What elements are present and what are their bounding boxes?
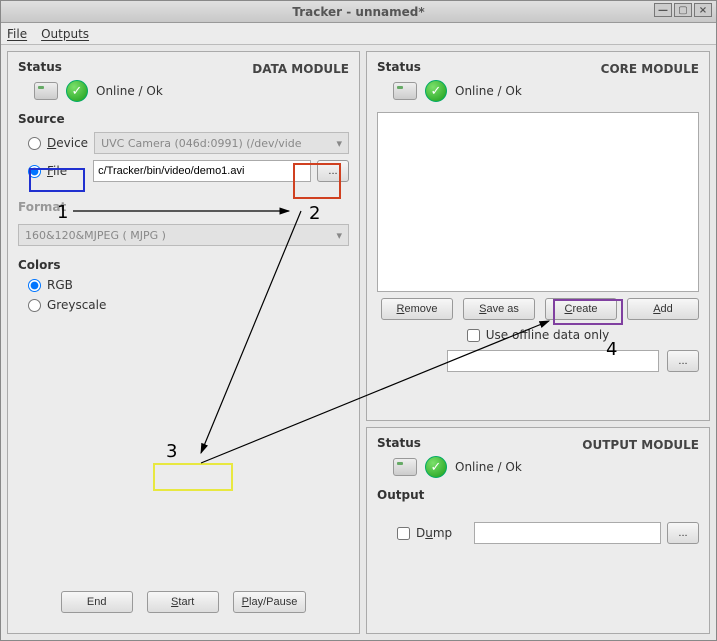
window-title: Tracker - unnamed* bbox=[292, 5, 424, 19]
dump-browse-button[interactable]: ... bbox=[667, 522, 699, 544]
main-window: Tracker - unnamed* — ▢ × File Outputs DA… bbox=[0, 0, 717, 641]
anno-2: 2 bbox=[309, 203, 320, 224]
anno-3: 3 bbox=[166, 441, 177, 462]
close-button[interactable]: × bbox=[694, 3, 712, 17]
anno-1: 1 bbox=[57, 202, 68, 223]
dump-path-input[interactable] bbox=[474, 522, 661, 544]
device-combo-text: UVC Camera (046d:0991) (/dev/vide bbox=[101, 137, 301, 150]
drive-icon bbox=[34, 82, 58, 100]
drive-icon bbox=[393, 458, 417, 476]
data-module-title: DATA MODULE bbox=[252, 62, 349, 76]
offline-checkbox-label: Use offline data only bbox=[486, 328, 610, 342]
ok-icon: ✓ bbox=[66, 80, 88, 102]
minimize-button[interactable]: — bbox=[654, 3, 672, 17]
format-combo-text: 160&120&MJPEG ( MJPG ) bbox=[25, 229, 166, 242]
file-browse-button[interactable]: ... bbox=[317, 160, 349, 182]
source-label: Source bbox=[18, 112, 349, 126]
menubar: File Outputs bbox=[1, 23, 716, 45]
file-radio-label: File bbox=[47, 164, 67, 178]
core-module-title: CORE MODULE bbox=[601, 62, 699, 76]
dump-checkbox[interactable] bbox=[397, 527, 410, 540]
file-radio[interactable] bbox=[28, 165, 41, 178]
offline-checkbox[interactable] bbox=[467, 329, 480, 342]
titlebar: Tracker - unnamed* — ▢ × bbox=[1, 1, 716, 23]
dump-label: Dump bbox=[416, 526, 452, 540]
chevron-down-icon: ▾ bbox=[336, 229, 342, 242]
format-combo[interactable]: 160&120&MJPEG ( MJPG ) ▾ bbox=[18, 224, 349, 246]
saveas-button[interactable]: Save as bbox=[463, 298, 535, 320]
add-button[interactable]: Add bbox=[627, 298, 699, 320]
output-status-text: Online / Ok bbox=[455, 460, 522, 474]
greyscale-label: Greyscale bbox=[47, 298, 106, 312]
maximize-button[interactable]: ▢ bbox=[674, 3, 692, 17]
playpause-button[interactable]: Play/Pause bbox=[233, 591, 307, 613]
ok-icon: ✓ bbox=[425, 456, 447, 478]
start-button[interactable]: Start bbox=[147, 591, 219, 613]
core-browse-button[interactable]: ... bbox=[667, 350, 699, 372]
output-label: Output bbox=[377, 488, 699, 502]
status-text: Online / Ok bbox=[96, 84, 163, 98]
end-button[interactable]: End bbox=[61, 591, 133, 613]
device-combo[interactable]: UVC Camera (046d:0991) (/dev/vide ▾ bbox=[94, 132, 349, 154]
rgb-label: RGB bbox=[47, 278, 73, 292]
remove-button[interactable]: Remove bbox=[381, 298, 453, 320]
create-button[interactable]: Create bbox=[545, 298, 617, 320]
chevron-down-icon: ▾ bbox=[336, 137, 342, 150]
anno-4: 4 bbox=[606, 339, 617, 360]
rgb-radio[interactable] bbox=[28, 279, 41, 292]
ok-icon: ✓ bbox=[425, 80, 447, 102]
colors-label: Colors bbox=[18, 258, 349, 272]
core-list-area[interactable] bbox=[377, 112, 699, 292]
content-area: DATA MODULE Status ✓ Online / Ok Source … bbox=[1, 45, 716, 640]
data-module-panel: DATA MODULE Status ✓ Online / Ok Source … bbox=[7, 51, 360, 634]
output-module-title: OUTPUT MODULE bbox=[582, 438, 699, 452]
greyscale-radio[interactable] bbox=[28, 299, 41, 312]
file-path-input[interactable] bbox=[93, 160, 311, 182]
output-module-panel: OUTPUT MODULE Status ✓ Online / Ok Outpu… bbox=[366, 427, 710, 634]
device-radio[interactable] bbox=[28, 137, 41, 150]
core-status-text: Online / Ok bbox=[455, 84, 522, 98]
menu-outputs[interactable]: Outputs bbox=[41, 27, 89, 41]
core-path-input[interactable] bbox=[447, 350, 659, 372]
drive-icon bbox=[393, 82, 417, 100]
core-module-panel: CORE MODULE Status ✓ Online / Ok Remove … bbox=[366, 51, 710, 421]
menu-file[interactable]: File bbox=[7, 27, 27, 41]
device-radio-label: Device bbox=[47, 136, 88, 150]
